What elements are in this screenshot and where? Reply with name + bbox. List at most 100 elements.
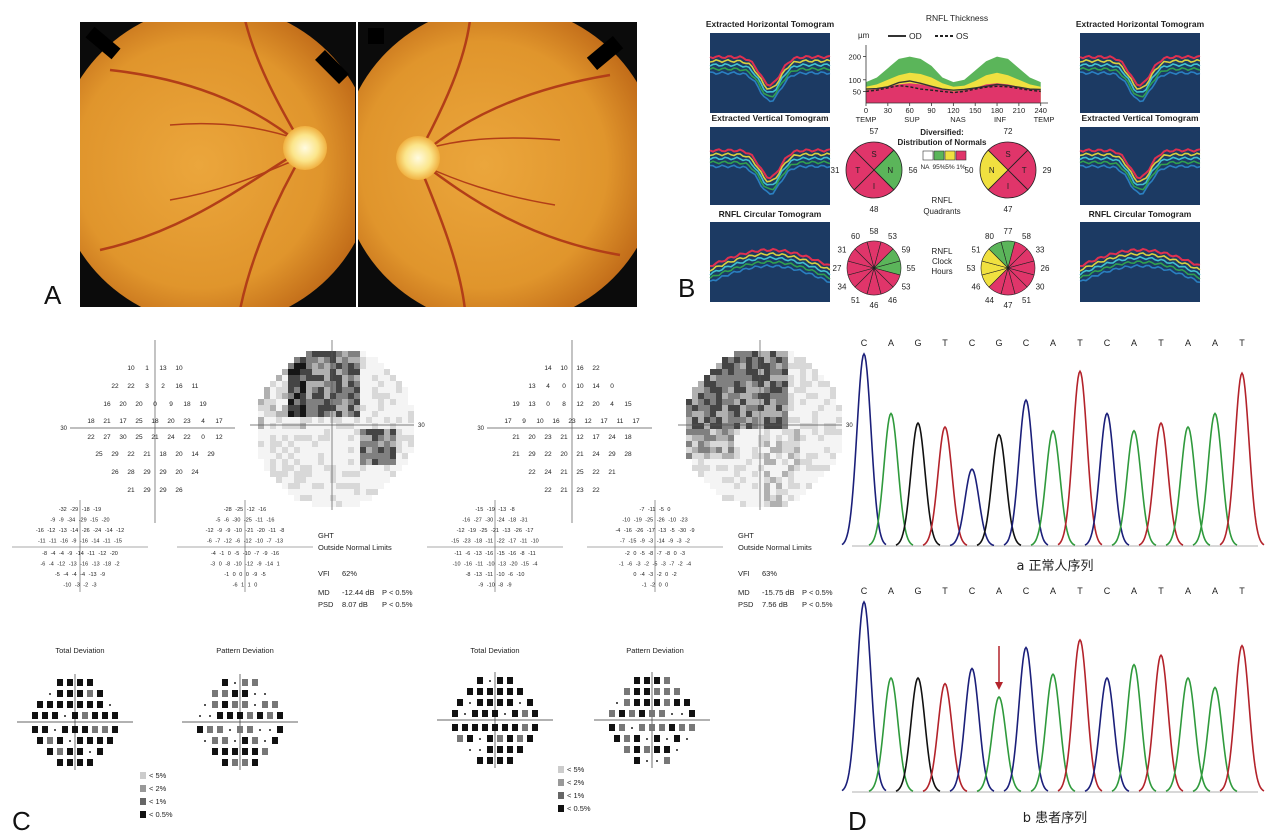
plot-title: Total Deviation [55,646,104,655]
gray-cell [390,375,396,381]
peak [1138,421,1184,546]
gray-cell [300,435,306,441]
gray-cell [812,441,818,447]
gray-cell [782,411,788,417]
prob-cell [477,757,483,764]
gray-cell [728,447,734,453]
gray-cell [318,387,324,393]
clock-value: 80 [985,232,994,241]
gray-cell [330,501,336,507]
prob-cell [229,729,231,731]
gray-cell [360,447,366,453]
gray-cell [384,423,390,429]
gray-cell [336,465,342,471]
gray-cell [276,453,282,459]
gray-cell [776,501,782,507]
gray-cell [752,483,758,489]
base-letter: T [942,586,948,596]
gray-cell [716,447,722,453]
prob-cell [502,724,508,731]
gray-cell [366,417,372,423]
gray-cell [402,411,408,417]
gray-cell [722,435,728,441]
sector-letter: S [871,150,876,159]
stat-value: Outside Normal Limits [318,543,392,552]
clock-value: 53 [888,232,897,241]
gray-cell [324,459,330,465]
gray-cell [306,393,312,399]
gray-cell [776,357,782,363]
clock-value: 51 [851,296,860,305]
gray-cell [336,477,342,483]
prob-cell [492,710,498,717]
gray-cell [770,441,776,447]
threshold-value: 1 [145,365,149,372]
legend-swatch [140,798,146,805]
gray-cell [734,423,740,429]
threshold-value: 13 [528,401,536,408]
prob-cell [77,759,83,766]
gray-cell [366,489,372,495]
gray-cell [710,399,716,405]
gray-cell [806,429,812,435]
gray-cell [788,357,794,363]
base-letter: G [995,338,1002,348]
threshold-value: 22 [544,451,552,458]
gray-cell [728,387,734,393]
gray-cell [704,477,710,483]
gray-cell [282,411,288,417]
gray-cell [360,459,366,465]
prob-cell [634,757,640,764]
prob-cell [262,748,268,755]
gray-cell [294,387,300,393]
gray-cell [324,375,330,381]
gray-cell [764,489,770,495]
legend-label: < 5% [149,771,167,780]
gray-cell [336,411,342,417]
gray-cell [288,387,294,393]
base-letter: T [1158,338,1164,348]
gray-cell [752,417,758,423]
gray-cell [728,483,734,489]
thickness-line [865,80,1041,91]
threshold-value: 19 [512,401,520,408]
gray-cell [746,369,752,375]
gray-cell [408,411,414,417]
threshold-value: 29 [111,451,119,458]
gray-cell [312,417,318,423]
gray-cell [306,477,312,483]
prob-cell [264,740,266,742]
gray-cell [746,381,752,387]
peak [1003,398,1049,546]
gray-cell [360,393,366,399]
gray-cell [800,357,806,363]
stat-value: Outside Normal Limits [738,543,812,552]
gray-cell [288,363,294,369]
gray-cell [408,417,414,423]
base-letter: A [996,586,1002,596]
prob-cell [609,710,615,717]
gray-cell [330,387,336,393]
gray-cell [734,411,740,417]
threshold-value: 4 [201,418,205,425]
deviation-row: 0 -4 -3 -2 0 -2 [633,572,676,578]
gray-cell [734,357,740,363]
gray-cell [686,447,692,453]
gray-cell [782,351,788,357]
prob-cell [624,746,630,753]
gray-cell [360,369,366,375]
deviation-row: -12 -19 -25 -21 -13 -26 -17 [457,528,534,534]
gray-cell [348,399,354,405]
prob-cell [77,748,83,755]
gray-cell [836,447,842,453]
gray-cell [806,417,812,423]
gray-cell [390,435,396,441]
gray-cell [764,471,770,477]
gray-cell [716,369,722,375]
prob-cell [681,713,683,715]
gray-cell [372,423,378,429]
gray-cell [282,459,288,465]
prob-cell [69,740,71,742]
gray-cell [698,387,704,393]
gray-cell [372,405,378,411]
